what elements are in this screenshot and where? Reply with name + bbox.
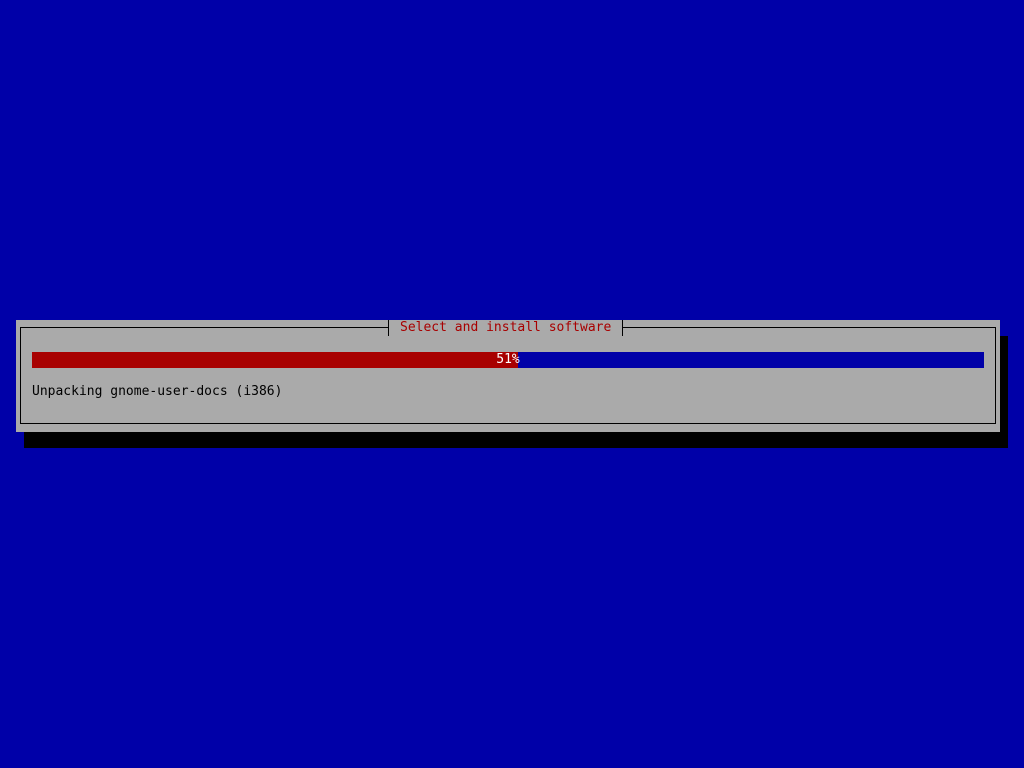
progress-dialog: Select and install software 51% Unpackin… — [16, 320, 1000, 432]
dialog-border — [20, 327, 996, 424]
progress-fill — [32, 352, 518, 368]
progress-percent: 51% — [496, 352, 520, 367]
status-text: Unpacking gnome-user-docs (i386) — [32, 384, 283, 399]
progress-bar: 51% — [32, 352, 984, 368]
dialog-title: Select and install software — [388, 320, 624, 336]
